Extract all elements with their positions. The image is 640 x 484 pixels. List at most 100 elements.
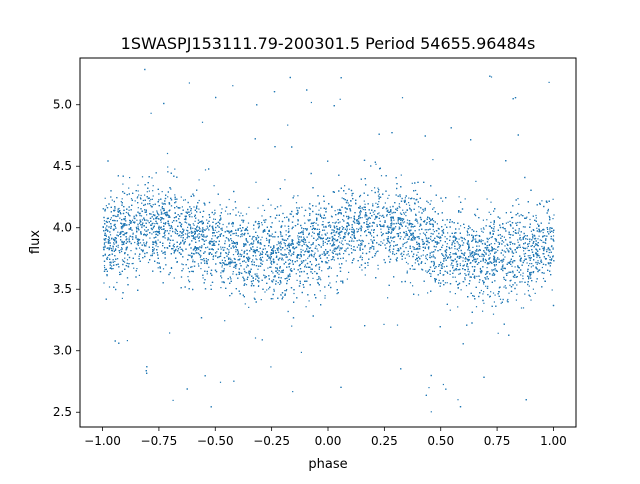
data-point <box>141 202 143 204</box>
data-point <box>236 241 238 244</box>
data-point <box>467 266 469 268</box>
data-point <box>507 261 509 264</box>
data-point <box>200 268 202 270</box>
data-point <box>333 259 335 261</box>
data-point <box>407 227 409 229</box>
data-point <box>110 262 112 264</box>
data-point <box>374 218 376 220</box>
data-point <box>188 224 190 226</box>
data-point <box>528 243 530 245</box>
data-point <box>118 210 120 212</box>
data-point <box>494 251 496 253</box>
data-point <box>210 284 212 286</box>
data-point <box>287 274 289 276</box>
data-point <box>405 235 407 237</box>
data-point <box>155 245 157 247</box>
data-point <box>235 251 237 253</box>
data-point <box>309 247 312 249</box>
data-point <box>356 228 358 230</box>
data-point <box>167 196 169 198</box>
data-point <box>499 298 502 300</box>
data-point <box>428 248 430 250</box>
data-point <box>463 227 466 229</box>
data-point <box>511 265 513 267</box>
data-point <box>252 249 254 251</box>
data-point <box>124 261 126 263</box>
data-point <box>284 253 286 255</box>
data-point <box>284 179 286 181</box>
data-point <box>187 267 189 269</box>
data-point <box>350 217 352 219</box>
data-point <box>137 226 139 228</box>
data-point <box>398 234 400 236</box>
data-point <box>268 257 270 259</box>
data-point <box>402 222 404 224</box>
data-point <box>518 230 520 232</box>
data-point <box>310 268 312 270</box>
data-point <box>224 240 226 242</box>
data-point <box>189 214 191 216</box>
data-point <box>181 263 183 265</box>
data-point <box>400 248 402 250</box>
data-point <box>494 294 496 296</box>
data-points <box>102 68 555 413</box>
data-point <box>474 261 476 263</box>
data-point <box>344 185 346 187</box>
data-point <box>419 225 421 227</box>
data-point <box>292 260 294 262</box>
data-point <box>135 247 137 249</box>
data-point <box>278 248 280 250</box>
data-point <box>389 213 391 216</box>
data-point <box>193 253 195 255</box>
data-point <box>290 243 292 245</box>
data-point <box>288 245 290 248</box>
data-point <box>144 245 146 247</box>
data-point <box>371 229 373 231</box>
data-point <box>104 239 106 241</box>
data-point <box>281 271 283 273</box>
data-point <box>264 275 266 277</box>
data-point <box>201 121 204 123</box>
data-point <box>389 244 392 246</box>
data-point <box>541 266 543 269</box>
data-point <box>227 257 230 259</box>
data-point <box>488 211 490 213</box>
data-point <box>548 215 550 217</box>
data-point <box>417 294 420 296</box>
data-point <box>359 266 361 268</box>
data-point <box>180 236 182 238</box>
data-point <box>157 239 159 241</box>
data-point <box>403 213 406 215</box>
data-point <box>482 219 484 221</box>
data-point <box>262 252 264 254</box>
data-point <box>384 202 386 204</box>
data-point <box>541 245 543 248</box>
data-point <box>300 248 302 251</box>
data-point <box>414 219 416 221</box>
data-point <box>552 235 555 237</box>
data-point <box>263 274 265 276</box>
data-point <box>291 253 293 255</box>
data-point <box>446 282 448 284</box>
data-point <box>507 272 509 274</box>
data-point <box>139 222 141 224</box>
data-point <box>224 246 226 249</box>
data-point <box>479 267 481 270</box>
data-point <box>212 225 214 227</box>
data-point <box>475 230 478 233</box>
data-point <box>475 238 477 240</box>
data-point <box>121 198 123 200</box>
data-point <box>128 237 130 239</box>
data-point <box>398 226 400 228</box>
data-point <box>341 197 343 199</box>
data-point <box>319 290 321 292</box>
data-point <box>503 236 505 238</box>
data-point <box>105 235 107 237</box>
data-point <box>193 224 195 226</box>
data-point <box>407 263 409 265</box>
data-point <box>206 273 208 275</box>
data-point <box>176 230 178 232</box>
data-point <box>550 246 553 248</box>
data-point <box>459 263 461 265</box>
data-point <box>341 225 343 228</box>
